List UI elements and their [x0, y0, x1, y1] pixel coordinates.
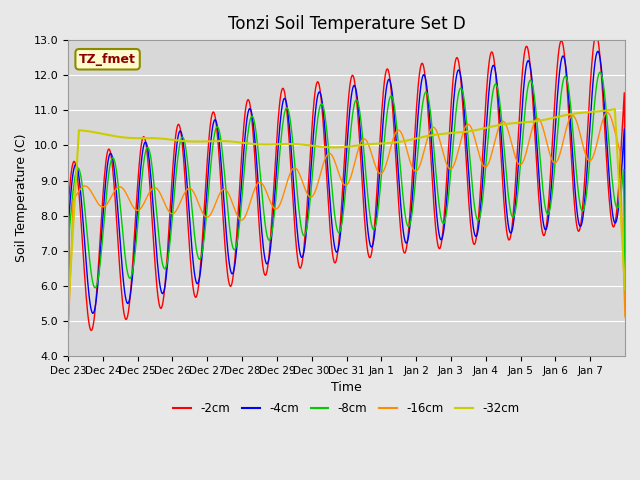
-2cm — [64, 299, 72, 304]
-4cm — [404, 237, 412, 243]
Legend: -2cm, -4cm, -8cm, -16cm, -32cm: -2cm, -4cm, -8cm, -16cm, -32cm — [168, 397, 524, 420]
-2cm — [88, 328, 95, 334]
-8cm — [404, 223, 412, 229]
-4cm — [621, 245, 629, 251]
-4cm — [64, 312, 72, 317]
-2cm — [131, 238, 138, 244]
Line: -16cm: -16cm — [68, 113, 625, 340]
Line: -8cm: -8cm — [68, 72, 625, 341]
-8cm — [64, 338, 72, 344]
-2cm — [436, 246, 444, 252]
-16cm — [280, 189, 288, 194]
Line: -2cm: -2cm — [68, 35, 625, 331]
-32cm — [232, 139, 239, 145]
-32cm — [280, 141, 288, 147]
-2cm — [260, 270, 268, 276]
-16cm — [260, 182, 268, 188]
-32cm — [621, 287, 629, 292]
-4cm — [260, 245, 268, 251]
X-axis label: Time: Time — [331, 381, 362, 394]
-32cm — [64, 310, 72, 316]
-2cm — [404, 227, 412, 233]
-16cm — [435, 135, 443, 141]
Text: TZ_fmet: TZ_fmet — [79, 53, 136, 66]
-8cm — [596, 70, 604, 75]
-32cm — [260, 142, 268, 147]
Title: Tonzi Soil Temperature Set D: Tonzi Soil Temperature Set D — [228, 15, 465, 33]
-2cm — [233, 235, 241, 241]
-32cm — [435, 132, 443, 137]
Line: -32cm: -32cm — [68, 109, 625, 313]
-16cm — [604, 110, 611, 116]
-4cm — [435, 231, 443, 237]
-16cm — [232, 209, 239, 215]
-8cm — [435, 202, 443, 208]
-32cm — [611, 106, 619, 112]
-4cm — [129, 263, 137, 269]
-16cm — [129, 204, 137, 210]
-8cm — [621, 292, 629, 298]
-2cm — [592, 32, 600, 38]
-16cm — [404, 151, 412, 156]
-4cm — [595, 48, 602, 54]
-16cm — [621, 314, 629, 320]
-2cm — [282, 93, 289, 98]
-8cm — [280, 110, 288, 116]
-32cm — [129, 135, 137, 141]
-4cm — [280, 96, 288, 101]
Y-axis label: Soil Temperature (C): Soil Temperature (C) — [15, 134, 28, 262]
-8cm — [129, 264, 137, 269]
-4cm — [232, 254, 239, 260]
Line: -4cm: -4cm — [68, 51, 625, 314]
-8cm — [260, 205, 268, 211]
-16cm — [64, 337, 72, 343]
-2cm — [621, 220, 629, 226]
-8cm — [232, 245, 239, 251]
-32cm — [404, 137, 412, 143]
